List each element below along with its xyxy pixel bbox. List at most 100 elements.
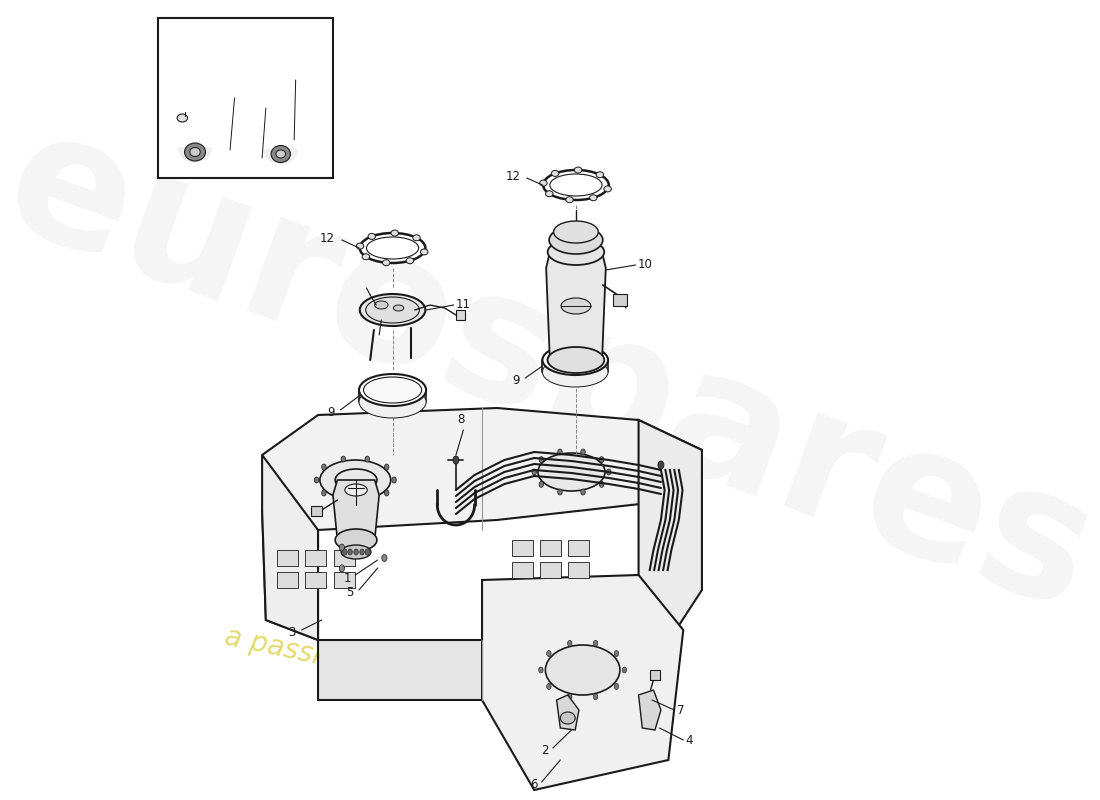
Ellipse shape: [185, 143, 206, 161]
Polygon shape: [318, 580, 675, 700]
Bar: [333, 550, 354, 566]
Circle shape: [600, 457, 604, 462]
Circle shape: [321, 490, 327, 496]
Ellipse shape: [390, 230, 398, 236]
Ellipse shape: [360, 294, 426, 326]
Text: 12: 12: [506, 170, 520, 182]
Circle shape: [558, 449, 562, 455]
Ellipse shape: [368, 234, 375, 239]
Text: 1: 1: [344, 571, 352, 585]
Polygon shape: [639, 690, 661, 730]
Bar: [613, 294, 627, 306]
Circle shape: [539, 482, 543, 487]
Ellipse shape: [336, 529, 377, 551]
Polygon shape: [264, 150, 297, 164]
Text: 11: 11: [455, 298, 471, 311]
Bar: [277, 572, 298, 588]
Ellipse shape: [565, 197, 573, 202]
Circle shape: [382, 554, 387, 562]
Text: 12: 12: [320, 231, 336, 245]
Circle shape: [593, 640, 597, 646]
Text: 10: 10: [638, 258, 652, 271]
Ellipse shape: [394, 305, 404, 311]
Circle shape: [614, 650, 618, 657]
Bar: [512, 562, 532, 578]
Bar: [277, 550, 298, 566]
Circle shape: [532, 469, 537, 475]
Ellipse shape: [538, 453, 605, 491]
Ellipse shape: [542, 357, 608, 387]
Polygon shape: [206, 52, 296, 85]
Ellipse shape: [574, 167, 582, 173]
Polygon shape: [197, 52, 309, 130]
Circle shape: [360, 549, 364, 555]
Bar: [306, 550, 327, 566]
Ellipse shape: [550, 174, 602, 196]
Ellipse shape: [540, 180, 547, 186]
Ellipse shape: [548, 347, 604, 373]
Ellipse shape: [360, 233, 426, 263]
Polygon shape: [557, 695, 579, 730]
Ellipse shape: [359, 386, 426, 418]
Bar: [306, 572, 327, 588]
Ellipse shape: [546, 190, 553, 197]
Ellipse shape: [190, 147, 200, 157]
Circle shape: [614, 683, 618, 690]
Ellipse shape: [412, 234, 420, 241]
Bar: [569, 562, 590, 578]
Ellipse shape: [271, 146, 290, 162]
Ellipse shape: [560, 712, 575, 724]
Bar: [455, 310, 465, 320]
Circle shape: [342, 549, 348, 555]
Ellipse shape: [551, 170, 559, 177]
Bar: [157, 18, 333, 178]
Text: eurospares: eurospares: [0, 92, 1100, 648]
Ellipse shape: [543, 170, 608, 200]
Ellipse shape: [604, 186, 612, 192]
Text: 4: 4: [685, 734, 693, 746]
Polygon shape: [208, 60, 262, 96]
Bar: [650, 670, 660, 680]
Ellipse shape: [276, 150, 286, 158]
Ellipse shape: [548, 239, 604, 265]
Text: a passion for parts since 1985: a passion for parts since 1985: [222, 622, 638, 738]
Text: 3: 3: [288, 626, 296, 638]
Bar: [540, 562, 561, 578]
Circle shape: [321, 464, 327, 470]
Text: 7: 7: [676, 703, 684, 717]
Circle shape: [384, 490, 389, 496]
Circle shape: [315, 477, 319, 483]
Ellipse shape: [362, 254, 370, 260]
Circle shape: [341, 456, 345, 462]
Circle shape: [568, 640, 572, 646]
Circle shape: [453, 456, 459, 464]
Polygon shape: [262, 510, 318, 640]
Bar: [333, 572, 354, 588]
Circle shape: [547, 683, 551, 690]
Polygon shape: [178, 148, 211, 162]
Ellipse shape: [366, 237, 419, 259]
Circle shape: [392, 477, 396, 483]
Polygon shape: [191, 88, 266, 118]
Ellipse shape: [320, 460, 390, 500]
Circle shape: [348, 549, 352, 555]
Polygon shape: [546, 252, 606, 360]
Circle shape: [658, 461, 664, 469]
Circle shape: [558, 489, 562, 495]
Circle shape: [365, 456, 370, 462]
Circle shape: [606, 469, 610, 475]
Ellipse shape: [546, 645, 620, 695]
Circle shape: [341, 498, 345, 504]
Circle shape: [547, 650, 551, 657]
Text: 2: 2: [541, 743, 549, 757]
Polygon shape: [482, 575, 683, 790]
Bar: [512, 540, 532, 556]
Circle shape: [539, 457, 543, 462]
Bar: [540, 540, 561, 556]
Circle shape: [339, 544, 344, 551]
Circle shape: [623, 667, 627, 673]
Ellipse shape: [365, 297, 419, 323]
Polygon shape: [333, 480, 380, 540]
Ellipse shape: [345, 484, 367, 496]
Text: 5: 5: [346, 586, 354, 599]
